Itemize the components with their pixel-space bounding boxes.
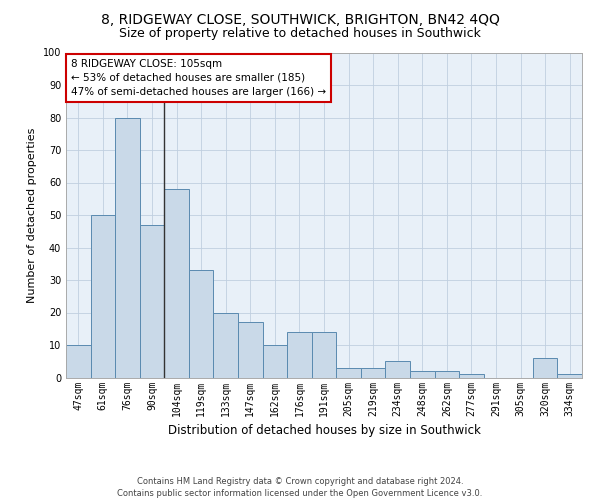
Bar [66, 345, 91, 378]
Text: Size of property relative to detached houses in Southwick: Size of property relative to detached ho… [119, 28, 481, 40]
Bar [434, 371, 459, 378]
Bar [164, 189, 189, 378]
X-axis label: Distribution of detached houses by size in Southwick: Distribution of detached houses by size … [167, 424, 481, 437]
Bar [533, 358, 557, 378]
Text: 8, RIDGEWAY CLOSE, SOUTHWICK, BRIGHTON, BN42 4QQ: 8, RIDGEWAY CLOSE, SOUTHWICK, BRIGHTON, … [101, 12, 499, 26]
Text: 8 RIDGEWAY CLOSE: 105sqm
← 53% of detached houses are smaller (185)
47% of semi-: 8 RIDGEWAY CLOSE: 105sqm ← 53% of detach… [71, 59, 326, 97]
Text: Contains HM Land Registry data © Crown copyright and database right 2024.
Contai: Contains HM Land Registry data © Crown c… [118, 476, 482, 498]
Bar [361, 368, 385, 378]
Bar [214, 312, 238, 378]
Bar [189, 270, 214, 378]
Bar [459, 374, 484, 378]
Y-axis label: Number of detached properties: Number of detached properties [27, 128, 37, 302]
Bar [385, 361, 410, 378]
Bar [140, 225, 164, 378]
Bar [263, 345, 287, 378]
Bar [312, 332, 336, 378]
Bar [557, 374, 582, 378]
Bar [238, 322, 263, 378]
Bar [410, 371, 434, 378]
Bar [287, 332, 312, 378]
Bar [115, 118, 140, 378]
Bar [91, 215, 115, 378]
Bar [336, 368, 361, 378]
